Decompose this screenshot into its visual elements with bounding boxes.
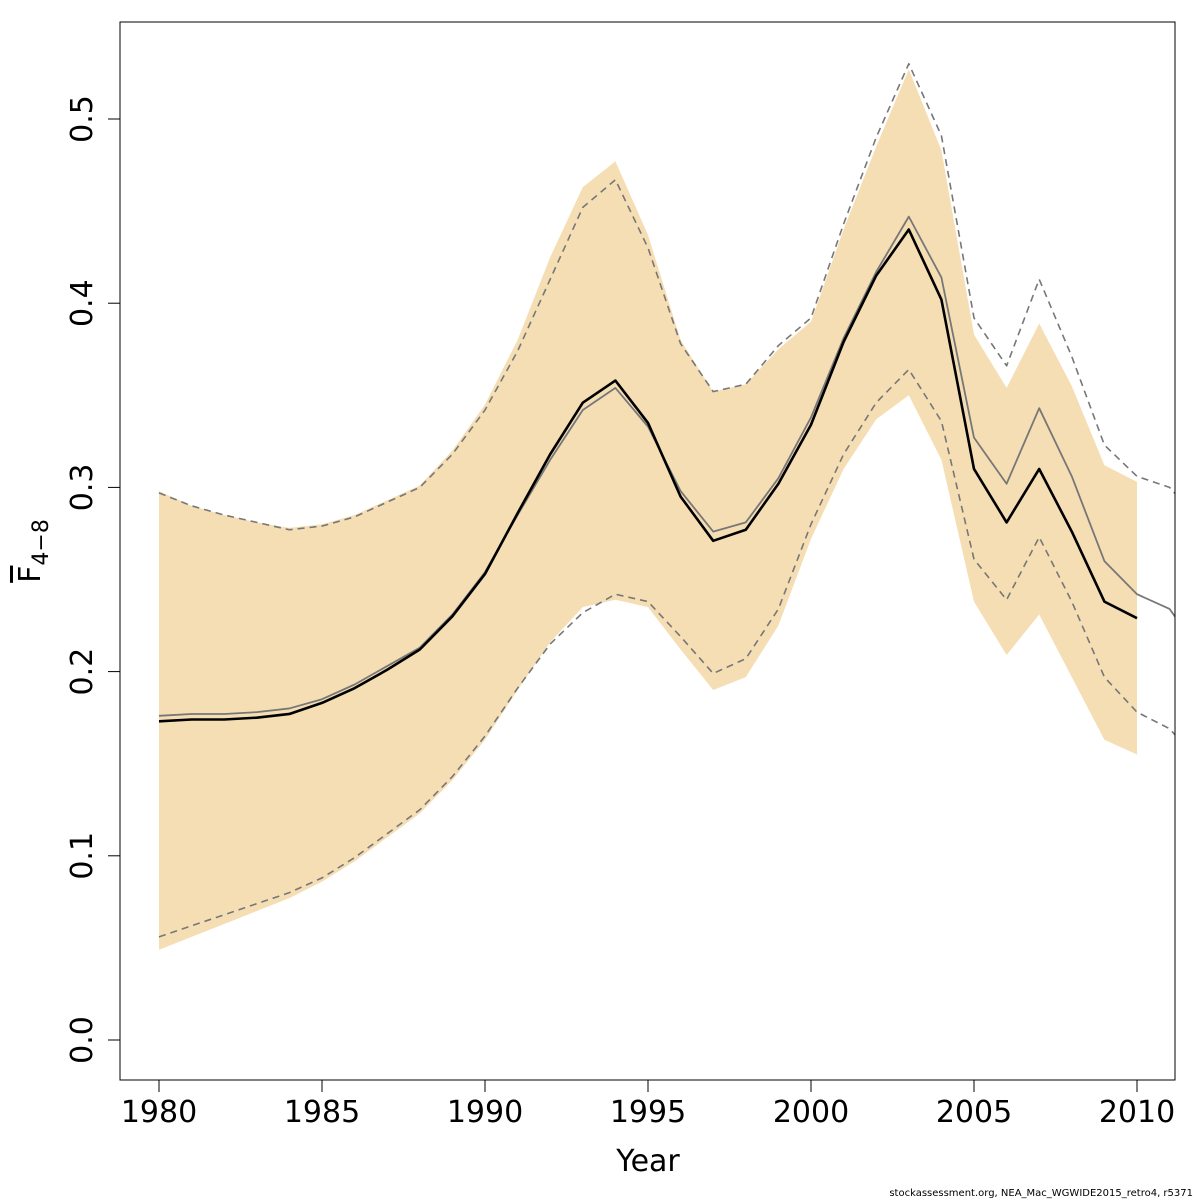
y-tick-label-group: 0.1 xyxy=(65,832,100,880)
x-tick-label: 1980 xyxy=(121,1095,197,1130)
x-tick-label: 1995 xyxy=(610,1095,686,1130)
x-axis: 1980 1985 1990 1995 2000 2005 2010 xyxy=(121,1079,1175,1130)
y-axis: 0.0 0.1 0.2 0.3 0.4 0.5 xyxy=(65,95,121,1064)
y-tick-label: 0.5 xyxy=(65,95,100,143)
x-tick-label: 2010 xyxy=(1099,1095,1175,1130)
confidence-band xyxy=(159,69,1137,950)
y-tick-label-group: 0.3 xyxy=(65,464,100,512)
x-tick-label: 2000 xyxy=(773,1095,849,1130)
x-axis-title: Year xyxy=(615,1144,680,1179)
series-layer xyxy=(158,62,1175,938)
series-lower-dashed-line xyxy=(158,368,1175,938)
y-tick-label-group: 0.0 xyxy=(65,1016,100,1064)
y-tick-label: 0.1 xyxy=(65,832,100,880)
x-tick-label: 2005 xyxy=(936,1095,1012,1130)
y-tick-label: 0.4 xyxy=(65,279,100,327)
y-axis-title-base: F xyxy=(13,566,48,583)
y-tick-label-group: 0.4 xyxy=(65,279,100,327)
footer-note: stockassessment.org, NEA_Mac_WGWIDE2015_… xyxy=(889,1188,1193,1199)
confidence-band-layer xyxy=(159,69,1137,950)
y-tick-label: 0.3 xyxy=(65,464,100,512)
y-axis-title: F4−8 xyxy=(13,519,54,583)
x-tick-label: 1985 xyxy=(284,1095,360,1130)
series-comparison-line xyxy=(158,215,1175,717)
y-axis-title-subscript: 4−8 xyxy=(29,519,54,565)
y-tick-label: 0.0 xyxy=(65,1016,100,1064)
y-tick-label-group: 0.5 xyxy=(65,95,100,143)
series-upper-dashed-line xyxy=(158,62,1175,531)
x-tick-label: 1990 xyxy=(447,1095,523,1130)
y-tick-label-group: 0.2 xyxy=(65,648,100,696)
series-estimate-line xyxy=(158,228,1138,723)
svg-text:F4−8: F4−8 xyxy=(13,519,54,583)
y-tick-label: 0.2 xyxy=(65,648,100,696)
